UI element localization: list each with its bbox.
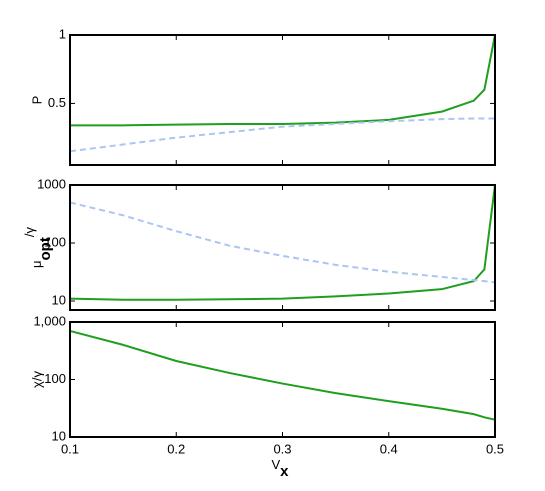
y-tick-label: 0.5 xyxy=(48,95,66,110)
plot-frame xyxy=(69,184,496,311)
label-sub: x xyxy=(280,463,289,480)
x-tick-label: 0.1 xyxy=(61,441,79,456)
label-sub: opt xyxy=(37,237,54,260)
y-tick-label: 10 xyxy=(52,428,66,443)
series-line xyxy=(69,184,496,301)
series-line xyxy=(70,34,496,127)
x-tick-label: 0.5 xyxy=(486,441,504,456)
axis-label: μopt/γ xyxy=(22,227,55,268)
y-tick-label: 1,000 xyxy=(33,313,66,328)
y-tick-label: 1 xyxy=(59,26,66,41)
series-line xyxy=(69,329,496,421)
label-base: μ xyxy=(29,260,44,268)
label-base: V xyxy=(271,457,280,472)
axis-label: Vx xyxy=(271,457,289,480)
y-tick-label: 100 xyxy=(44,234,66,249)
x-tick-label: 0.4 xyxy=(380,441,398,456)
y-tick-label: 100 xyxy=(44,371,66,386)
axis-label: χ/γ xyxy=(29,371,44,388)
plot-frame xyxy=(69,34,496,166)
x-tick-label: 0.3 xyxy=(273,441,291,456)
axis-label: P xyxy=(29,96,44,105)
x-tick-label: 0.2 xyxy=(167,441,185,456)
plot-frame xyxy=(69,321,496,438)
label-rest: /γ xyxy=(22,227,37,238)
series-line xyxy=(69,201,496,284)
y-tick-label: 1000 xyxy=(37,176,66,191)
y-tick-label: 10 xyxy=(52,292,66,307)
